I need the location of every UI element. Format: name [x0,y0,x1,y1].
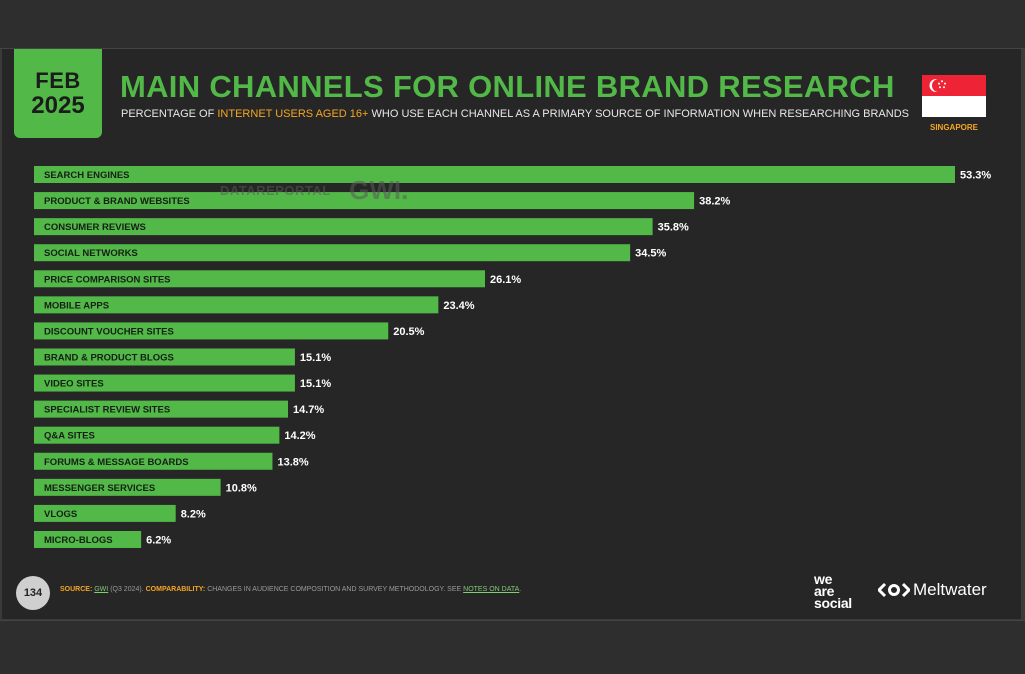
bar-category-label: SPECIALIST REVIEW SITES [44,405,170,416]
bar-category-label: SOCIAL NETWORKS [44,248,138,259]
bar [34,452,273,470]
bar [34,218,653,236]
country-label: SINGAPORE [929,123,978,132]
slide: FEB 2025 MAIN CHANNELS FOR ONLINE BRAND … [2,49,1021,619]
singapore-flag-icon [922,75,986,117]
bar-value-label: 6.2% [146,534,171,546]
date-badge: FEB 2025 [14,49,102,138]
bar [34,192,695,210]
bar-value-label: 53.3% [960,170,991,182]
bar-category-label: MICRO-BLOGS [44,535,113,546]
bar-value-label: 8.2% [181,508,206,520]
bar [34,400,289,418]
bar-category-label: SEARCH ENGINES [44,170,130,181]
page-number: 134 [16,576,50,610]
comparability-text: CHANGES IN AUDIENCE COMPOSITION AND SURV… [207,586,462,593]
subtitle-suffix: WHO USE EACH CHANNEL AS A PRIMARY SOURCE… [371,108,909,120]
bar [34,270,485,288]
bar-category-label: DISCOUNT VOUCHER SITES [44,326,174,337]
bar-category-label: FORUMS & MESSAGE BOARDS [44,457,189,468]
meltwater-logo: Meltwater [878,580,987,600]
bar-category-label: MESSENGER SERVICES [44,483,155,494]
bar [34,166,955,183]
bar [34,296,439,314]
comparability-label: COMPARABILITY: [145,586,206,593]
bar-category-label: MOBILE APPS [44,300,109,311]
notes-end: . [519,586,522,593]
bar-category-label: Q&A SITES [44,431,95,442]
source-label: SOURCE: [60,586,93,593]
bar-value-label: 35.8% [658,222,689,234]
bar-category-label: BRAND & PRODUCT BLOGS [44,352,174,363]
date-month: FEB [35,67,81,93]
meltwater-mark-icon [878,582,910,598]
bar-category-label: CONSUMER REVIEWS [44,222,146,233]
bar-value-label: 10.8% [226,482,257,494]
bar-value-label: 13.8% [277,456,308,468]
bar-category-label: VIDEO SITES [44,379,104,390]
bar [34,426,280,444]
bar-value-label: 38.2% [699,196,730,208]
bottom-window-strip [0,620,1025,674]
bar-value-label: 26.1% [490,274,521,286]
bar-value-label: 15.1% [300,352,331,364]
meltwater-text: Meltwater [913,580,987,599]
bar-value-label: 15.1% [300,378,331,390]
bar-value-label: 20.5% [393,326,424,338]
subtitle-prefix: PERCENTAGE OF [121,108,215,120]
bar [34,244,631,262]
bar-value-label: 14.7% [293,404,324,416]
source-note: SOURCE: GWI (Q3 2024). COMPARABILITY: CH… [60,586,521,593]
bar-chart: SEARCH ENGINES 53.3% PRODUCT & BRAND WEBSI… [34,166,991,548]
notes-on-data-link[interactable]: NOTES ON DATA [463,586,520,593]
bar [34,504,176,522]
date-year: 2025 [31,91,85,119]
source-detail: (Q3 2024). [110,586,144,593]
bar-category-label: VLOGS [44,509,77,520]
top-window-strip [0,0,1025,49]
bar-value-label: 23.4% [443,300,474,312]
we-are-social-logo: we are social [814,571,852,611]
bar [34,322,389,340]
bar [34,348,295,366]
subtitle-highlight: INTERNET USERS AGED 16+ [217,108,369,120]
bar [34,478,221,496]
bar-category-label: PRICE COMPARISON SITES [44,274,171,285]
source-link[interactable]: GWI [94,586,109,593]
brand-are: are [814,583,835,599]
brand-social: social [814,595,852,611]
bar [34,530,142,548]
page-title: MAIN CHANNELS FOR ONLINE BRAND RESEARCH [120,69,895,104]
bar-value-label: 14.2% [284,430,315,442]
subtitle: PERCENTAGE OF INTERNET USERS AGED 16+ WH… [121,108,909,120]
bar-value-label: 34.5% [635,248,666,260]
bar-category-label: PRODUCT & BRAND WEBSITES [44,196,190,207]
brand-we: we [814,571,833,587]
bar [34,374,295,392]
